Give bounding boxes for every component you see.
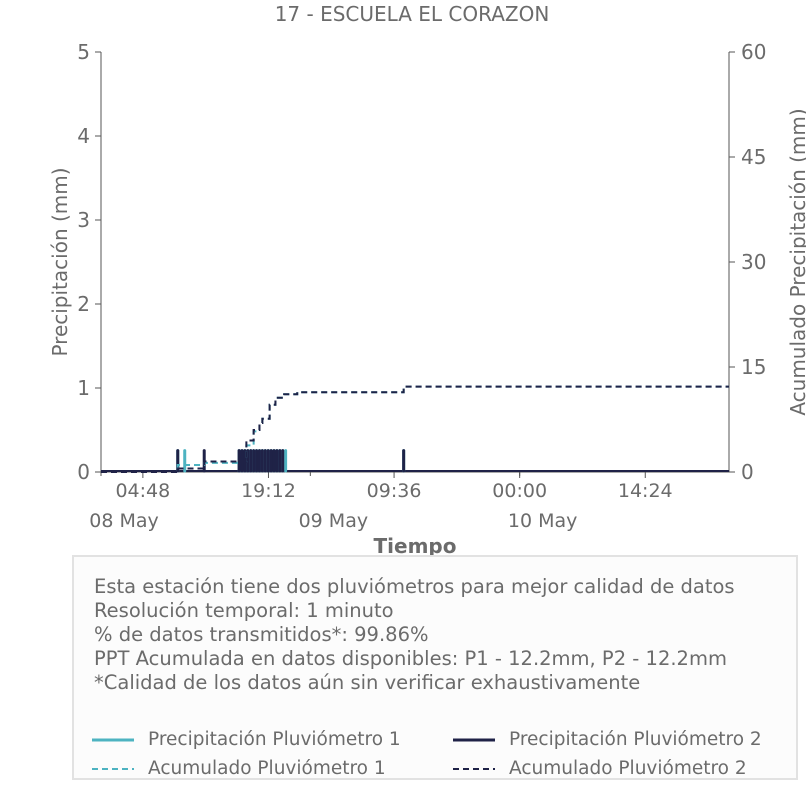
info-line: Resolución temporal: 1 minuto	[94, 599, 394, 622]
legend-swatch	[453, 735, 495, 745]
legend-item-p1: Precipitación Pluviómetro 1	[92, 729, 401, 750]
chart-title: 17 - ESCUELA EL CORAZON	[275, 2, 550, 26]
legend-item-p2: Precipitación Pluviómetro 2	[453, 729, 762, 750]
y-tick-label: 5	[77, 40, 90, 64]
legend-label: Precipitación Pluviómetro 1	[148, 729, 401, 750]
legend-item-acc2: Acumulado Pluviómetro 2	[453, 758, 747, 779]
legend-item-acc1: Acumulado Pluviómetro 1	[92, 758, 386, 779]
info-lines: Esta estación tiene dos pluviómetros par…	[94, 575, 735, 695]
y2-axis-label: Acumulado Precipitación (mm)	[786, 108, 806, 415]
legend-swatch	[92, 735, 134, 745]
y-tick-label: 4	[77, 124, 90, 148]
legend-label: Acumulado Pluviómetro 1	[148, 758, 386, 779]
accumulated-line-2	[101, 385, 729, 473]
y2-tick-label: 0	[741, 460, 754, 484]
y-tick-label: 2	[77, 292, 90, 316]
y-tick-label: 0	[77, 460, 90, 484]
legend-label: Precipitación Pluviómetro 2	[509, 729, 762, 750]
x-tick-label: 09:36	[367, 480, 422, 502]
x-tick-label: 19:12	[241, 480, 296, 502]
x-tick-label: 14:24	[618, 480, 673, 502]
y2-tick-label: 60	[741, 40, 766, 64]
y-tick-label: 3	[77, 208, 90, 232]
x-day-label: 09 May	[299, 510, 369, 532]
legend-label: Acumulado Pluviómetro 2	[509, 758, 747, 779]
x-tick-label: 00:00	[492, 480, 547, 502]
x-axis-label: Tiempo	[374, 534, 457, 558]
y2-tick-label: 15	[741, 355, 766, 379]
info-line: % de datos transmitidos*: 99.86%	[94, 623, 429, 646]
x-day-label: 10 May	[508, 510, 578, 532]
accumulated-line-1	[101, 385, 729, 473]
info-line: *Calidad de los datos aún sin verificar …	[94, 671, 641, 694]
y-tick-label: 1	[77, 376, 90, 400]
legend-swatch	[453, 764, 495, 774]
chart-marks	[101, 385, 729, 473]
x-day-label: 08 May	[89, 510, 159, 532]
x-tick-label: 04:48	[115, 480, 170, 502]
y2-tick-label: 30	[741, 250, 766, 274]
y2-tick-label: 45	[741, 145, 766, 169]
info-line: Esta estación tiene dos pluviómetros par…	[94, 575, 735, 598]
info-line: PPT Acumulada en datos disponibles: P1 -…	[94, 647, 727, 670]
y-axis-label: Precipitación (mm)	[48, 167, 72, 356]
info-panel: Esta estación tiene dos pluviómetros par…	[72, 555, 798, 780]
legend-swatch	[92, 764, 134, 774]
